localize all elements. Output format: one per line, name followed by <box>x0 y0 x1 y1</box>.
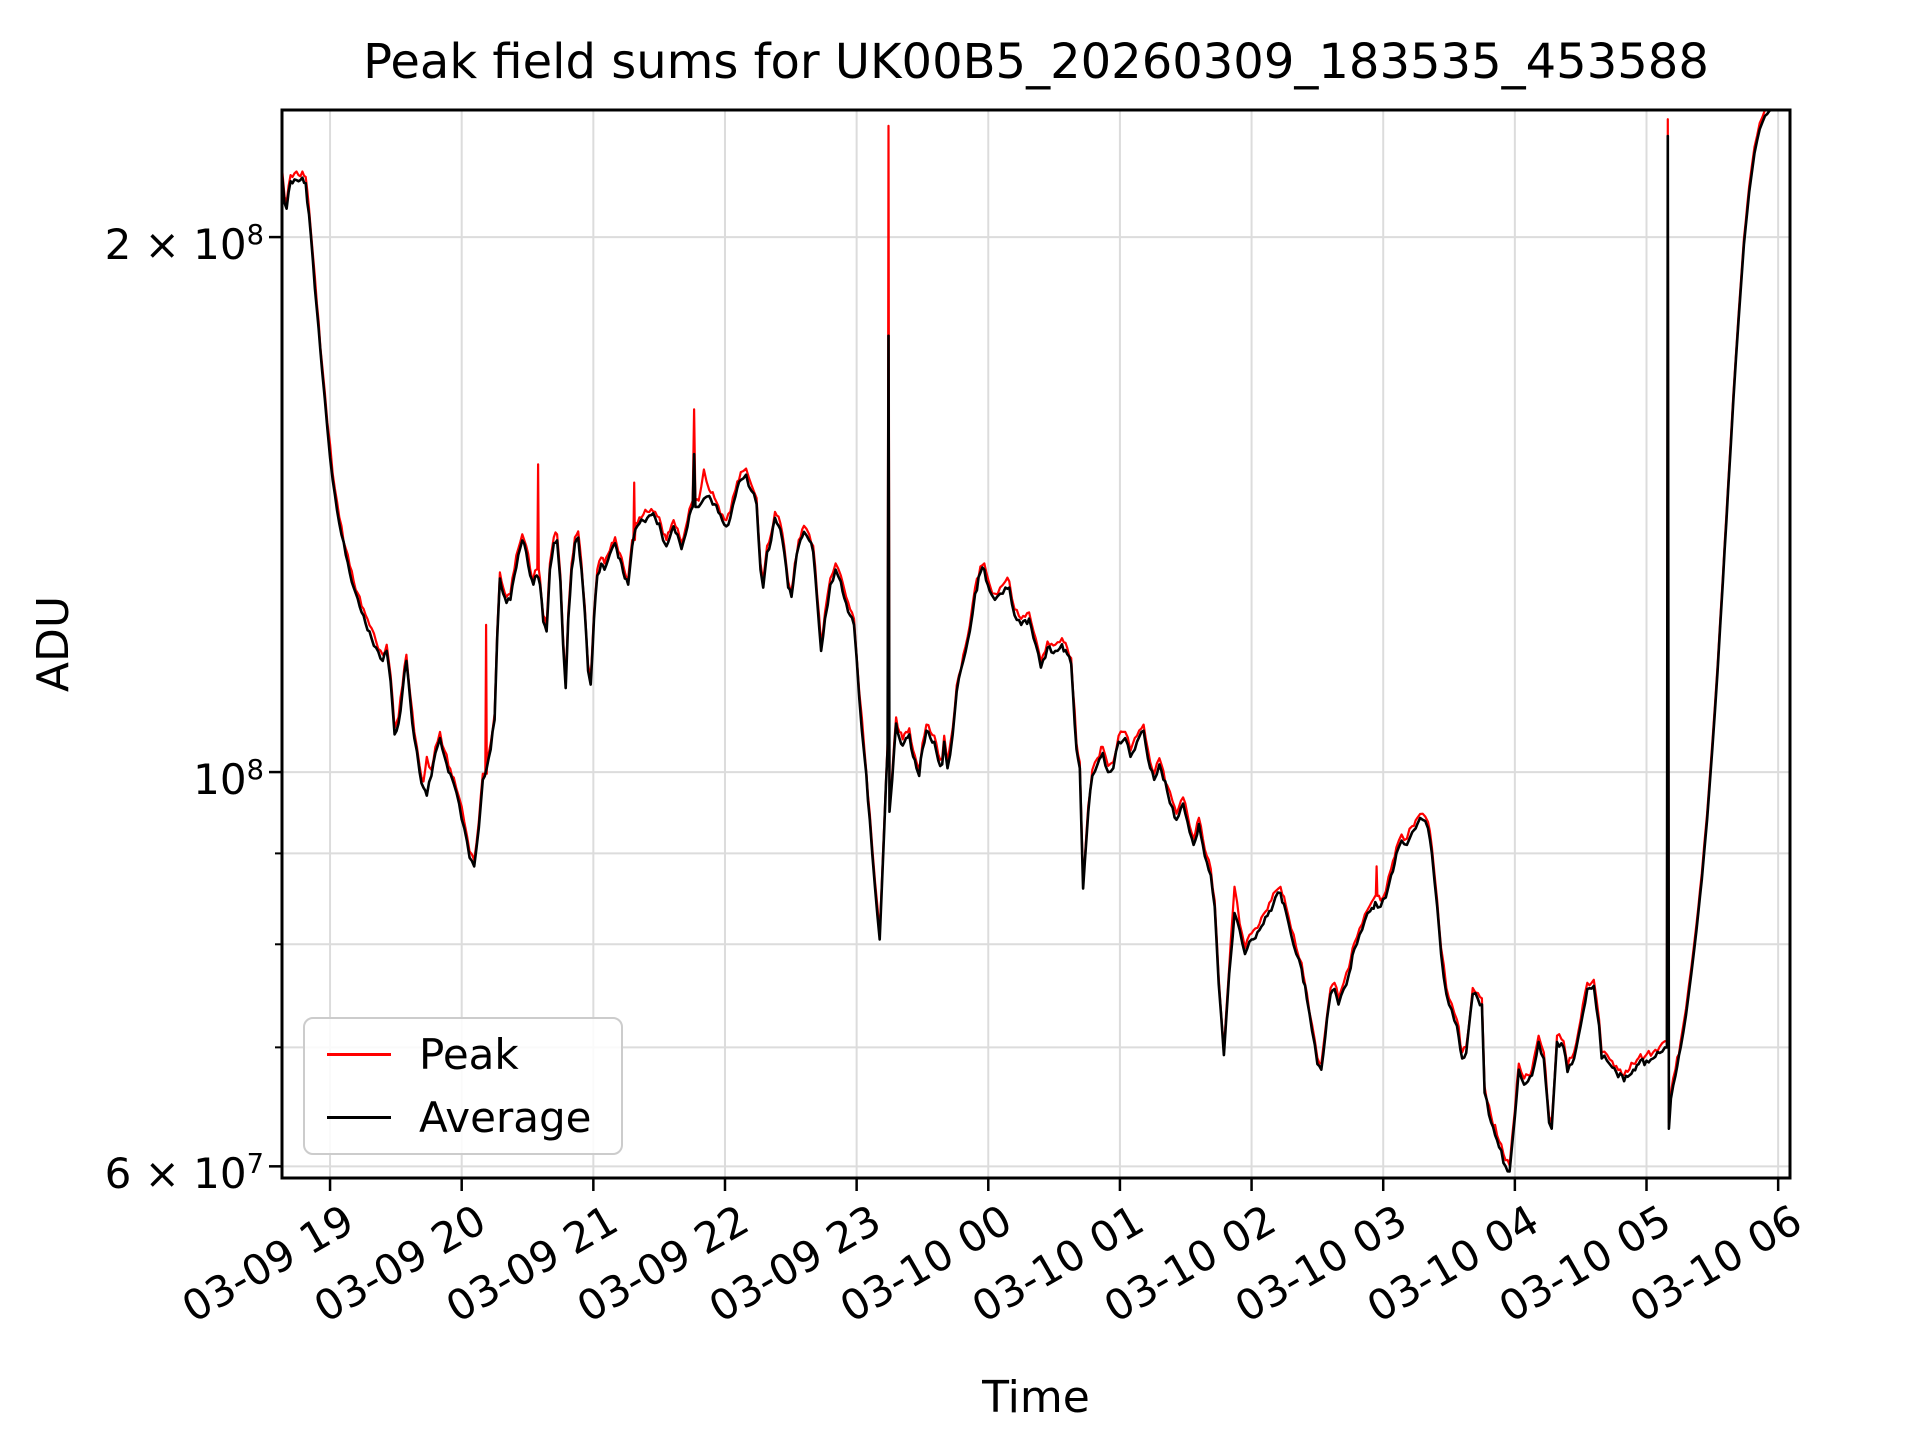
legend-entry-average: Average <box>305 1093 621 1142</box>
peak-line-swatch <box>327 1053 391 1056</box>
legend-label-average: Average <box>419 1093 592 1142</box>
average-line-swatch <box>327 1116 391 1119</box>
legend: Peak Average <box>303 1017 623 1155</box>
legend-entry-peak: Peak <box>305 1030 621 1079</box>
y-tick-label: 6 × 107 <box>104 1149 264 1199</box>
x-axis-label: Time <box>982 1372 1090 1423</box>
chart-title: Peak field sums for UK00B5_20260309_1835… <box>363 34 1709 90</box>
y-tick-label: 2 × 108 <box>104 220 264 270</box>
y-axis-label: ADU <box>28 595 79 693</box>
legend-label-peak: Peak <box>419 1030 519 1079</box>
y-tick-label: 108 <box>193 755 264 805</box>
